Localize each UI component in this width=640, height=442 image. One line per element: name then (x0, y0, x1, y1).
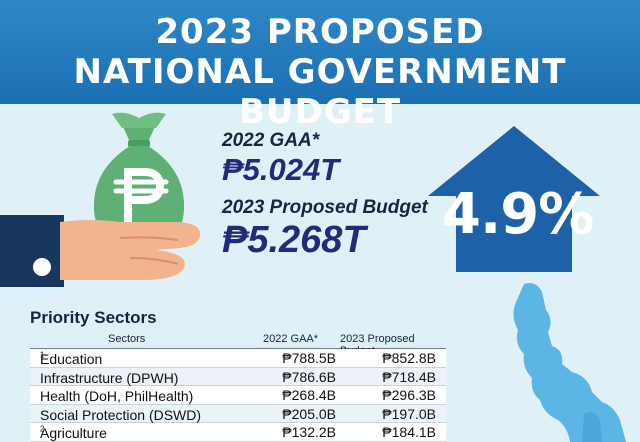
table-row: Health (DoH, PhilHealth) ₱268.4B ₱296.3B (30, 386, 446, 405)
sector-name: Agriculture 2 (40, 424, 107, 441)
proposed-cell: ₱852.8B (382, 350, 436, 366)
sleeve (0, 215, 64, 287)
gaa-cell: ₱132.2B (282, 424, 336, 440)
proposed-cell: ₱197.0B (382, 405, 436, 422)
proposed-value: ₱5.268T (222, 219, 366, 261)
cuff-button (33, 258, 51, 276)
gaa-value: ₱5.024T (222, 152, 340, 187)
title-line-1: 2023 PROPOSED (155, 12, 485, 52)
gaa-cell: ₱788.5B (282, 350, 336, 366)
hand-icon (60, 220, 201, 280)
header-gaa: 2022 GAA* (263, 333, 319, 345)
proposed-cell: ₱718.4B (382, 368, 436, 385)
priority-table: Sectors 2022 GAA* 2023 Proposed Budget E… (30, 330, 446, 442)
gaa-cell: ₱205.0B (282, 405, 336, 422)
header-sectors: Sectors (108, 333, 146, 345)
proposed-label: 2023 Proposed Budget (222, 197, 428, 218)
table-row: Infrastructure (DPWH) ₱786.6B ₱718.4B (30, 367, 446, 386)
peso-sign-icon (113, 168, 169, 232)
proposed-cell: ₱184.1B (382, 424, 436, 440)
philippines-map-icon (513, 283, 626, 442)
sector-name: Education 1 (40, 350, 103, 367)
table-row: Education 1 ₱788.5B ₱852.8B (30, 349, 446, 368)
money-bag-icon (93, 112, 185, 246)
gaa-cell: ₱786.6B (282, 368, 336, 385)
table-header: Sectors 2022 GAA* 2023 Proposed Budget (30, 330, 446, 357)
table-row: Agriculture 2 ₱132.2B ₱184.1B (30, 423, 446, 442)
increase-percent: 4.9% (442, 182, 594, 247)
proposed-cell: ₱296.3B (382, 387, 436, 403)
up-arrow-icon (428, 126, 600, 272)
title-line-2: NATIONAL GOVERNMENT BUDGET (73, 52, 567, 132)
gaa-label: 2022 GAA* (222, 130, 320, 151)
gaa-cell: ₱268.4B (282, 387, 336, 403)
priority-sectors-title: Priority Sectors (30, 308, 157, 327)
header-banner: 2023 PROPOSED NATIONAL GOVERNMENT BUDGET (0, 0, 640, 132)
table-row: Social Protection (DSWD) ₱205.0B ₱197.0B (30, 404, 446, 423)
